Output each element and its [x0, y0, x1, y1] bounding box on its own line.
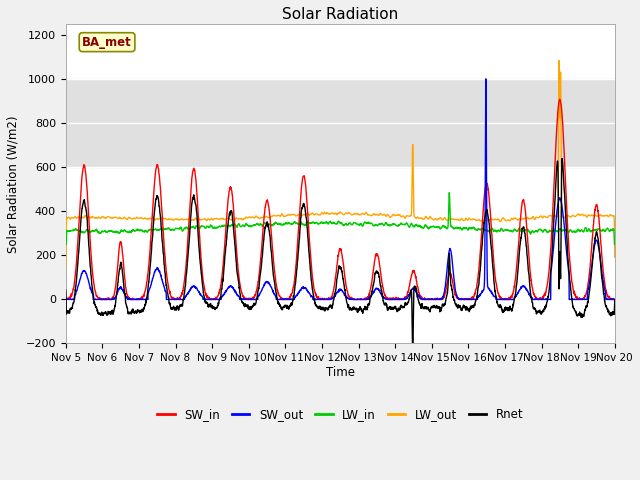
X-axis label: Time: Time	[326, 366, 355, 379]
Y-axis label: Solar Radiation (W/m2): Solar Radiation (W/m2)	[7, 115, 20, 253]
Legend: SW_in, SW_out, LW_in, LW_out, Rnet: SW_in, SW_out, LW_in, LW_out, Rnet	[152, 404, 528, 426]
Bar	[66, 80, 615, 168]
Title: Solar Radiation: Solar Radiation	[282, 7, 398, 22]
Text: BA_met: BA_met	[82, 36, 132, 48]
